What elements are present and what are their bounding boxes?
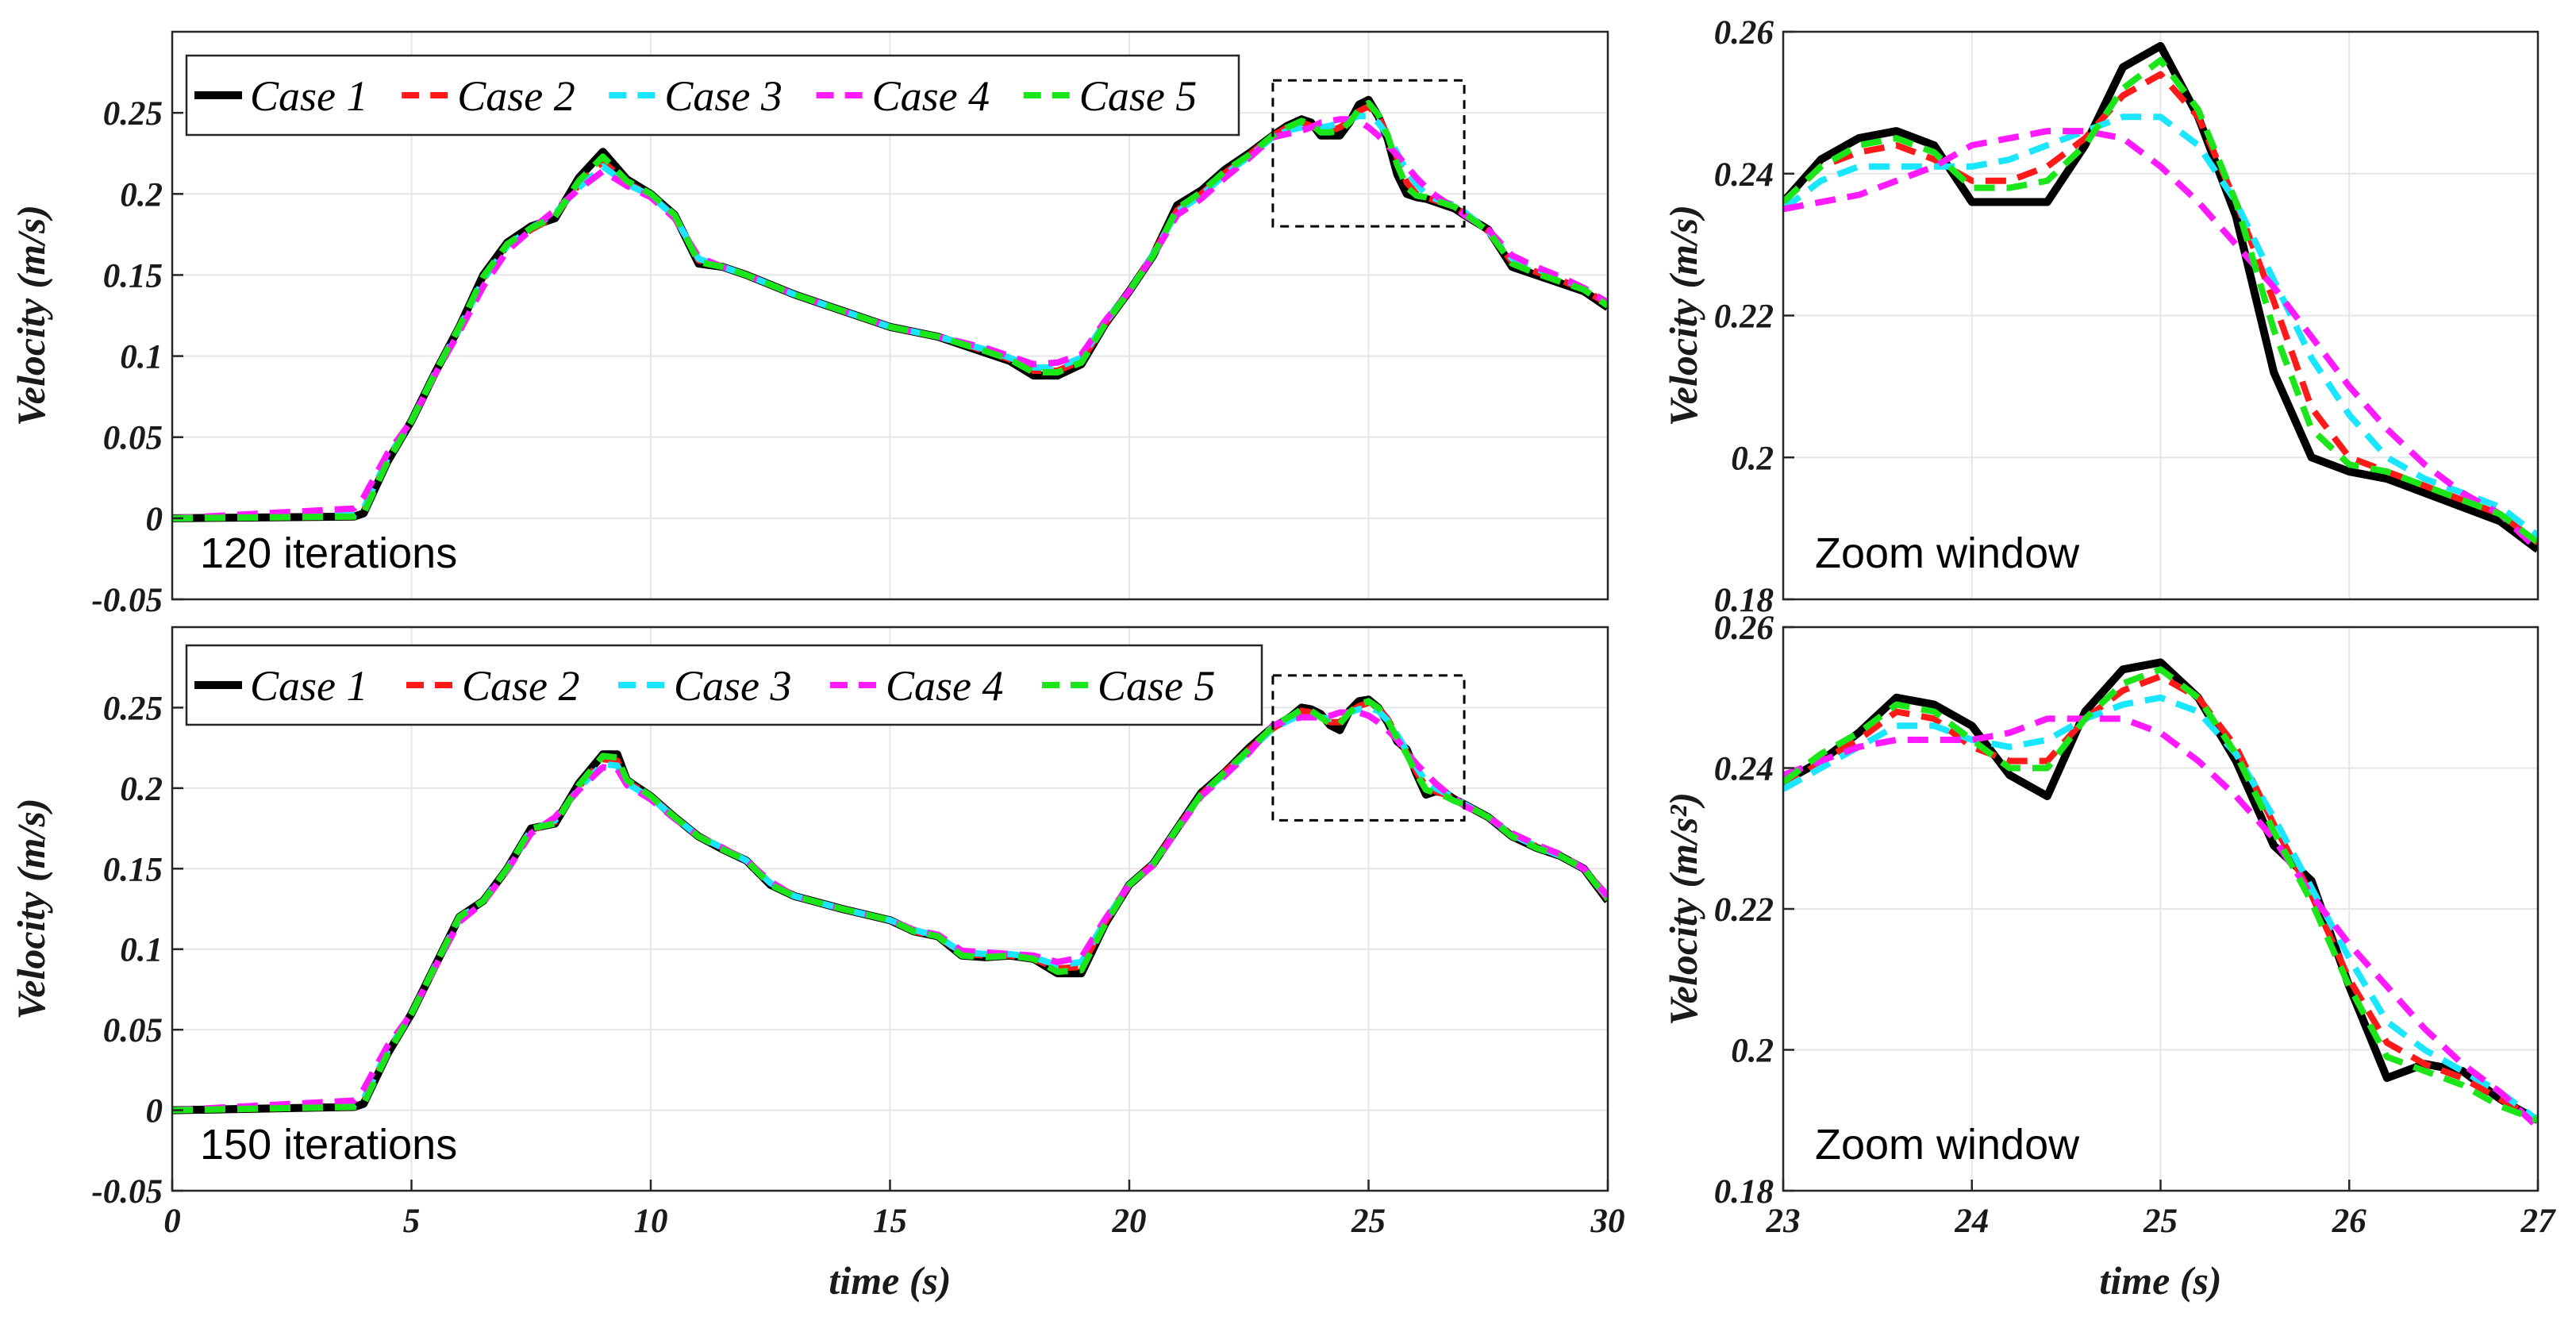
- legend: Case 1 Case 2 Case 3 Case 4 Case 5: [185, 644, 1263, 726]
- y-tick-label: -0.05: [91, 582, 163, 619]
- series-line-case-4: [1783, 128, 2538, 552]
- axes-frame: [171, 30, 1609, 601]
- series-line-case-4: [172, 709, 1608, 1114]
- y-tick-label: 0.24: [1714, 751, 1774, 788]
- y-tick-label: 0.24: [1714, 156, 1774, 194]
- x-tick-label: 0: [163, 1203, 181, 1240]
- y-tick-label: 0.26: [1714, 14, 1774, 52]
- series-line-case-2: [1783, 673, 2538, 1123]
- series-line-case-1: [1783, 41, 2538, 553]
- zoom-region-box: [1271, 674, 1466, 822]
- x-tick-label: 24: [1954, 1203, 1989, 1240]
- legend-label: Case 2: [462, 662, 580, 710]
- series-line-case-4: [1783, 715, 2538, 1130]
- x-tick-label: 27: [2520, 1203, 2557, 1240]
- y-tick-label: 0.15: [103, 851, 163, 888]
- y-tick-label: 0.25: [103, 690, 163, 727]
- x-tick-label: 20: [1112, 1203, 1147, 1240]
- series-line-case-5: [1783, 56, 2538, 545]
- series-line-case-1: [1783, 658, 2538, 1124]
- legend-label: Case 1: [250, 72, 368, 120]
- x-tick-label: 26: [2332, 1203, 2367, 1240]
- y-tick-label: 0.25: [103, 95, 163, 133]
- legend-label: Case 4: [886, 662, 1004, 710]
- plot-top-right-zoom: 0.26 0.24 0.22 0.2 0.18 Velocity (m/s) Zoom wi…: [1661, 14, 2539, 619]
- x-axis-label: time (s): [2099, 1258, 2221, 1303]
- y-tick-label: 0.2: [1731, 1033, 1774, 1070]
- plot-annotation: 150 iterations: [200, 1121, 457, 1169]
- y-axis-label: Velocity (m/s): [1661, 205, 1705, 426]
- y-tick-label: 0.26: [1714, 610, 1774, 647]
- x-tick-label: 23: [1766, 1203, 1801, 1240]
- series-line-case-5: [172, 99, 1608, 522]
- series-line-case-3: [1783, 694, 2538, 1123]
- y-tick-label: 0: [146, 501, 163, 538]
- x-tick-label: 15: [873, 1203, 907, 1240]
- y-tick-label: 0.18: [1714, 1173, 1774, 1211]
- legend-label: Case 4: [872, 72, 990, 120]
- y-tick-label: 0.15: [103, 257, 163, 295]
- y-tick-label: 0.2: [1731, 440, 1774, 477]
- x-tick-label: 10: [634, 1203, 668, 1240]
- y-tick-label: 0.22: [1714, 891, 1774, 929]
- x-tick-label: 25: [2143, 1203, 2178, 1240]
- x-tick-label: 30: [1590, 1203, 1625, 1240]
- legend-label: Case 5: [1098, 662, 1216, 710]
- series-line-case-3: [1783, 114, 2538, 538]
- legend: Case 1 Case 2 Case 3 Case 4 Case 5: [185, 54, 1240, 137]
- series-line-case-2: [1783, 71, 2538, 545]
- y-tick-label: 0.05: [103, 1012, 163, 1049]
- y-tick-label: 0.1: [120, 339, 163, 376]
- plot-annotation: Zoom window: [1815, 1121, 2080, 1169]
- y-axis-label: Velocity (m/s): [9, 798, 53, 1019]
- series-line-case-5: [1783, 666, 2538, 1124]
- zoom-region-box: [1271, 79, 1466, 228]
- y-tick-label: 0.05: [103, 420, 163, 457]
- legend-label: Case 5: [1079, 72, 1198, 120]
- y-tick-label: 0.2: [120, 771, 163, 808]
- y-tick-label: 0.1: [120, 932, 163, 969]
- y-tick-label: 0.2: [120, 176, 163, 214]
- legend-label: Case 2: [457, 72, 575, 120]
- x-tick-label: 5: [403, 1203, 421, 1240]
- plot-top-left: 0.25 0.2 0.15 0.1 0.05 0 -0.05 Velocity (m/s) 12…: [9, 30, 1609, 619]
- legend-label: Case 3: [674, 662, 792, 710]
- plot-annotation: 120 iterations: [200, 529, 457, 577]
- plot-annotation: Zoom window: [1815, 529, 2080, 577]
- y-axis-label: Velocity (m/s): [9, 205, 53, 426]
- y-tick-label: 0: [146, 1093, 163, 1130]
- y-axis-label: Velocity (m/s²): [1661, 792, 1705, 1026]
- y-tick-label: -0.05: [91, 1173, 163, 1211]
- plot-bottom-left: 0.250.20.150.10.050-0.050 5 10 15 20 25 30Velo…: [9, 626, 1625, 1303]
- x-axis-label: time (s): [829, 1258, 951, 1303]
- legend-label: Case 3: [664, 72, 782, 120]
- y-tick-label: 0.22: [1714, 298, 1774, 336]
- y-tick-label: 0.18: [1714, 582, 1774, 619]
- series-line-case-5: [172, 698, 1608, 1114]
- x-tick-label: 25: [1351, 1203, 1386, 1240]
- legend-label: Case 1: [250, 662, 368, 710]
